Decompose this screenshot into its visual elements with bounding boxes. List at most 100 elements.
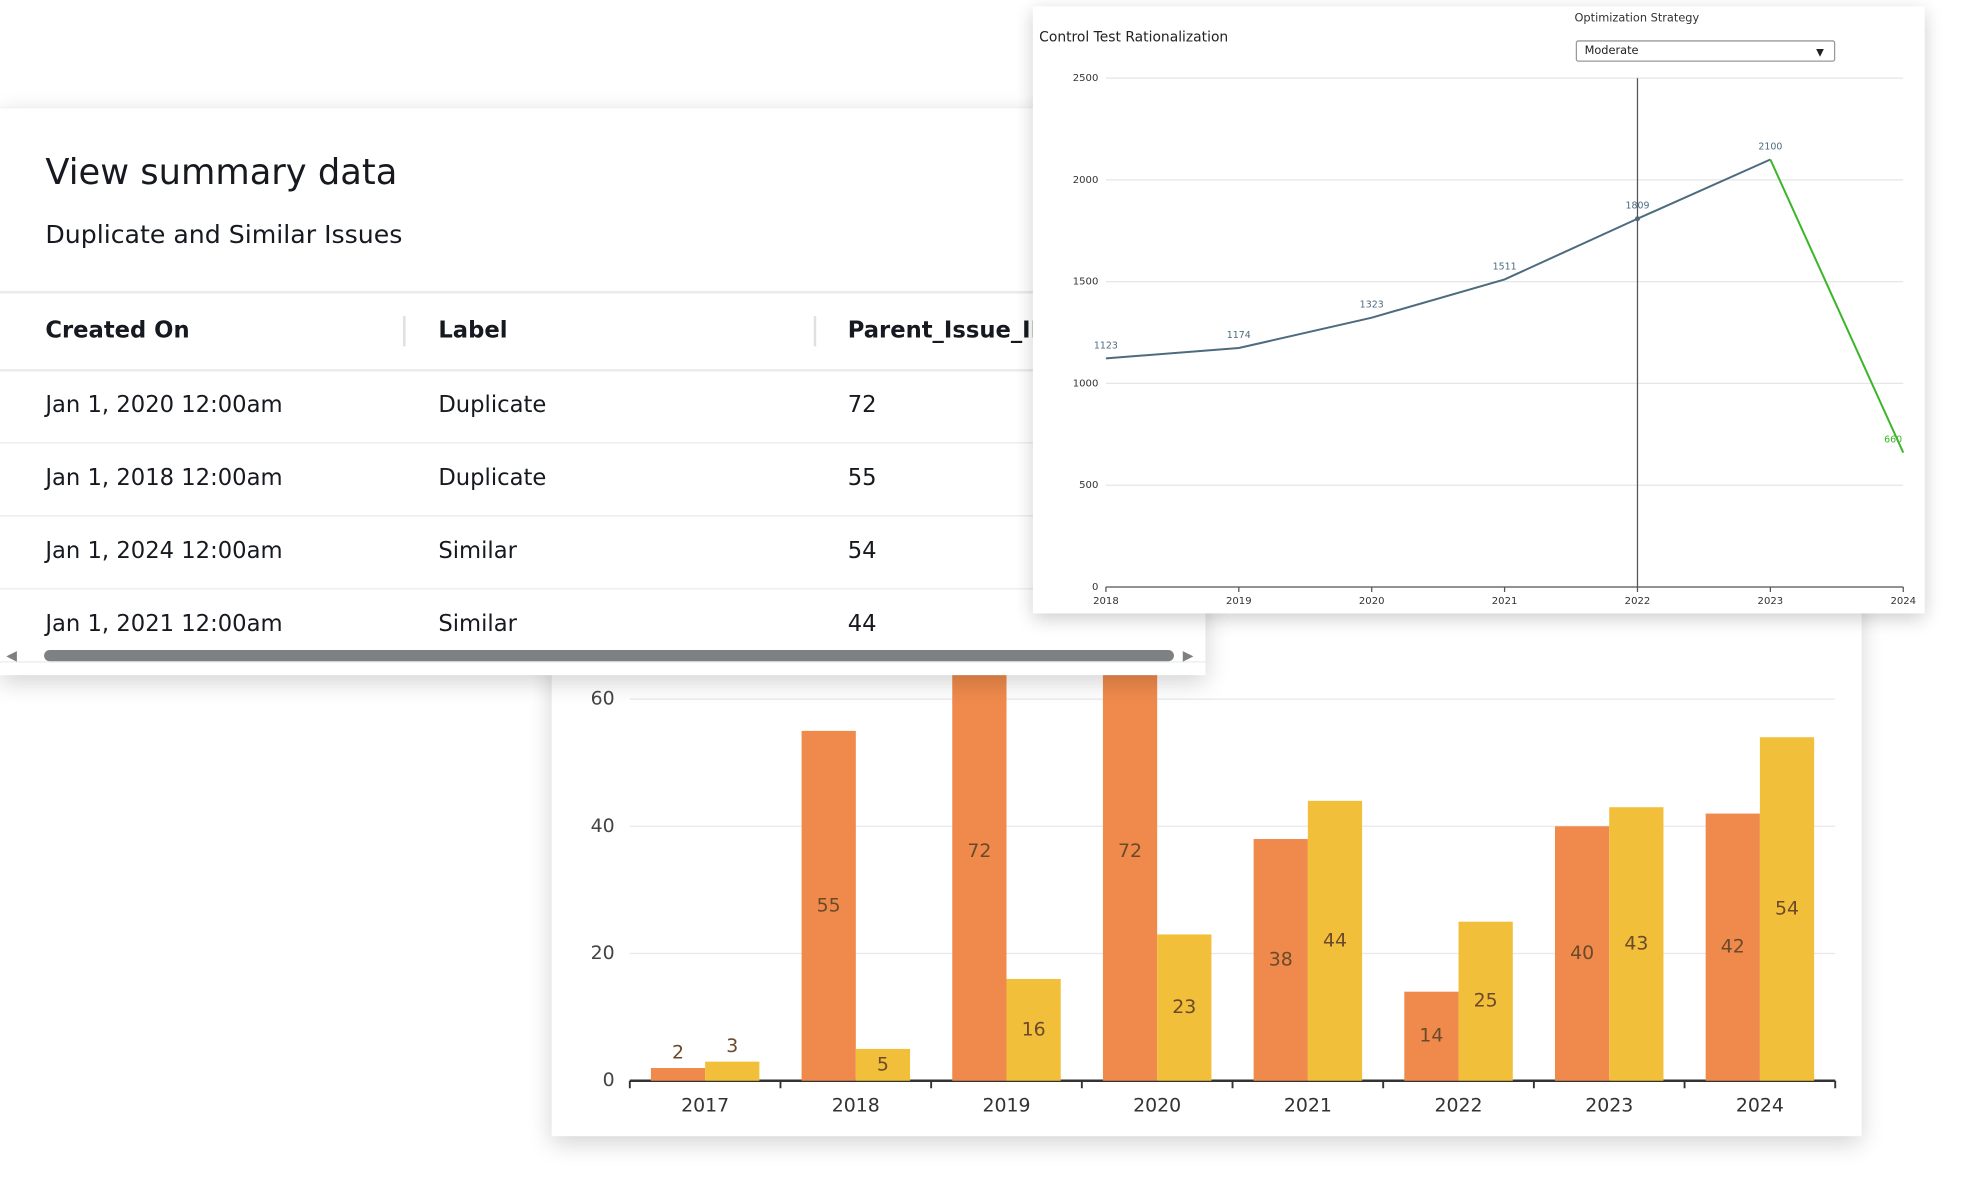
table-row: Jan 1, 2018 12:00am Duplicate 55 — [0, 442, 1206, 517]
column-separator — [403, 316, 406, 347]
x-tick-label: 2021 — [1284, 1094, 1332, 1116]
table-header: Created On Label Parent_Issue_ID — [0, 290, 1206, 372]
table-cell: Similar — [438, 610, 517, 638]
data-label: 16 — [1022, 1018, 1046, 1040]
table-row: Jan 1, 2024 12:00am Similar 54 — [0, 515, 1206, 590]
data-label: 2100 — [1758, 141, 1782, 152]
data-label: 14 — [1419, 1025, 1443, 1047]
bar — [705, 1061, 760, 1081]
column-header: Label — [438, 317, 508, 344]
x-tick-label: 2024 — [1736, 1094, 1784, 1116]
table-row: Jan 1, 2021 12:00am Similar 44 — [0, 588, 1206, 663]
data-label: 1511 — [1493, 261, 1517, 272]
data-label: 72 — [967, 840, 991, 862]
dropdown[interactable]: Moderate ▼ — [1575, 40, 1836, 62]
bar — [1404, 991, 1459, 1081]
x-tick-label: 2018 — [1093, 596, 1119, 607]
data-label: 40 — [1570, 942, 1594, 964]
y-tick-label: 500 — [1079, 480, 1098, 491]
y-tick-label: 0 — [1092, 582, 1098, 593]
x-tick-label: 2024 — [1890, 596, 1916, 607]
bar — [855, 1048, 911, 1081]
line-series — [1105, 158, 1771, 360]
data-label: 1323 — [1360, 300, 1384, 311]
bar — [1458, 921, 1513, 1081]
line-chart-panel: 0 500 1000 1500 2000 2500 2018 2019 2020 2021 2022… — [1032, 6, 1925, 614]
x-tick-label: 2019 — [1226, 596, 1252, 607]
bar — [952, 622, 1007, 1081]
bar — [1006, 978, 1061, 1081]
table-cell: Jan 1, 2021 12:00am — [45, 610, 283, 638]
data-label: 2 — [672, 1041, 684, 1063]
hover-point — [1634, 216, 1640, 222]
bar-chart: 0204060802017232018555201972162020722320… — [591, 560, 1837, 1116]
x-tick-label: 2023 — [1758, 596, 1784, 607]
y-tick-label: 1000 — [1073, 378, 1099, 389]
y-tick-label: 1500 — [1073, 277, 1099, 288]
bar — [801, 730, 856, 1081]
table-cell: Jan 1, 2024 12:00am — [45, 537, 283, 565]
bar — [1705, 813, 1760, 1081]
bar — [1307, 800, 1363, 1081]
x-tick-label: 2019 — [982, 1094, 1030, 1116]
y-tick-label: 2000 — [1073, 175, 1099, 186]
y-tick-label: 0 — [603, 1069, 615, 1091]
x-tick-label: 2021 — [1492, 596, 1518, 607]
data-label: 44 — [1323, 929, 1347, 951]
x-tick-label: 2020 — [1133, 1094, 1181, 1116]
x-tick-label: 2022 — [1625, 596, 1651, 607]
bar — [1554, 826, 1610, 1081]
column-separator — [813, 316, 817, 347]
data-label: 72 — [1118, 840, 1142, 862]
table-subtitle: Duplicate and Similar Issues — [45, 219, 403, 250]
table-panel: View summary data Duplicate and Similar … — [0, 107, 1206, 676]
table-cell: Similar — [438, 537, 517, 565]
data-label: 1809 — [1625, 201, 1649, 212]
dropdown-value: Moderate — [1584, 45, 1639, 58]
data-label: 1123 — [1094, 340, 1118, 351]
table-cell: 55 — [847, 464, 877, 492]
table-cell: 44 — [847, 610, 877, 638]
y-tick-label: 20 — [591, 942, 615, 964]
dropdown-label: Optimization Strategy — [1574, 12, 1700, 26]
table-title: View summary data — [45, 151, 398, 193]
bar — [650, 1068, 706, 1081]
line-series — [1769, 159, 1905, 454]
data-label: 1174 — [1227, 330, 1251, 341]
x-tick-label: 2017 — [681, 1094, 729, 1116]
scroll-right[interactable]: ▶ — [1182, 647, 1194, 664]
table-cell: Jan 1, 2018 12:00am — [45, 464, 283, 492]
data-label: 42 — [1721, 936, 1745, 958]
data-label: 25 — [1474, 990, 1498, 1012]
bar-chart-panel: 0204060802017232018555201972162020722320… — [551, 554, 1862, 1137]
data-label: 23 — [1172, 996, 1196, 1018]
bar — [1253, 839, 1308, 1081]
table-cell: 54 — [847, 537, 877, 565]
chart-title: Control Test Rationalization — [1039, 28, 1229, 46]
y-tick-label: 2500 — [1073, 73, 1099, 84]
bar — [1102, 622, 1158, 1081]
column-header: Parent_Issue_ID — [847, 317, 1050, 344]
data-label: 38 — [1269, 948, 1293, 970]
x-tick-label: 2018 — [832, 1094, 880, 1116]
data-label: 660 — [1884, 435, 1902, 446]
bar — [1609, 807, 1664, 1081]
data-label: 55 — [817, 894, 841, 916]
x-tick-label: 2022 — [1435, 1094, 1483, 1116]
data-label: 54 — [1775, 897, 1799, 919]
table-row: Jan 1, 2020 12:00am Duplicate 72 — [0, 369, 1206, 444]
x-tick-label: 2023 — [1585, 1094, 1633, 1116]
table-cell: 72 — [847, 391, 877, 419]
data-label: 43 — [1624, 932, 1648, 954]
line-chart: 0 500 1000 1500 2000 2500 2018 2019 2020 2021 2022… — [1073, 73, 1916, 607]
bar — [1759, 737, 1815, 1081]
scroll-left[interactable]: ◀ — [6, 647, 17, 664]
data-label: 3 — [726, 1035, 738, 1057]
scrollbar[interactable] — [44, 649, 1174, 662]
x-tick-label: 2020 — [1359, 596, 1385, 607]
table-cell: Duplicate — [438, 464, 547, 492]
dropdown-caret: ▼ — [1816, 46, 1824, 58]
table-cell: Jan 1, 2020 12:00am — [45, 391, 283, 419]
